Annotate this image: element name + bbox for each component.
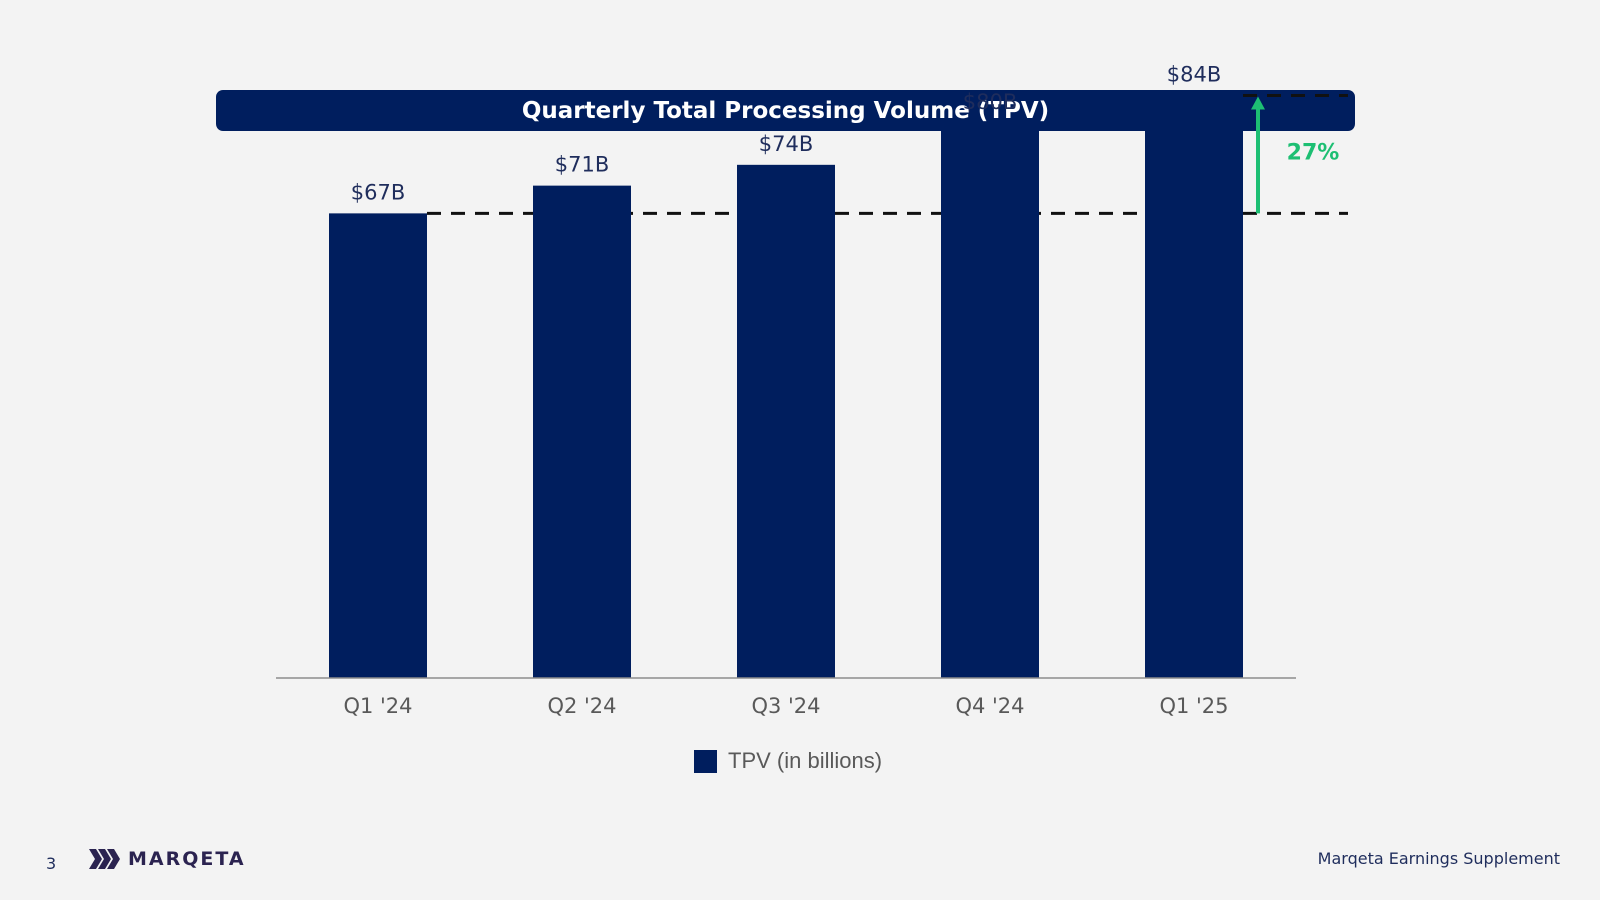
- growth-arrow-head-icon: [1251, 96, 1265, 110]
- x-tick-label-3: Q3 '24: [751, 694, 820, 718]
- legend-swatch: [694, 749, 717, 773]
- legend-label: TPV (in billions): [728, 748, 883, 773]
- x-tick-label-2: Q2 '24: [547, 694, 616, 718]
- data-label-5: $84B: [1167, 62, 1222, 86]
- x-tick-label-1: Q1 '24: [343, 694, 412, 718]
- data-label-3: $74B: [759, 132, 814, 156]
- bar-1: [329, 213, 427, 678]
- footer-caption: Marqeta Earnings Supplement: [1317, 849, 1560, 868]
- growth-percent-label: 27%: [1287, 140, 1340, 165]
- page-number: 3: [46, 854, 57, 873]
- logo-text: MARQETA: [128, 848, 246, 870]
- marqeta-chevrons-icon: [89, 849, 120, 869]
- x-tick-label-5: Q1 '25: [1159, 694, 1228, 718]
- bar-2: [533, 185, 631, 678]
- bar-3: [737, 164, 835, 679]
- data-label-4: $80B: [963, 90, 1018, 114]
- marqeta-logo: MARQETA: [88, 848, 246, 870]
- chart-legend: TPV (in billions): [694, 748, 882, 774]
- data-label-1: $67B: [351, 180, 406, 204]
- x-tick-label-4: Q4 '24: [955, 694, 1024, 718]
- data-label-2: $71B: [555, 153, 610, 177]
- bar-5: [1145, 95, 1243, 678]
- bar-4: [941, 123, 1039, 678]
